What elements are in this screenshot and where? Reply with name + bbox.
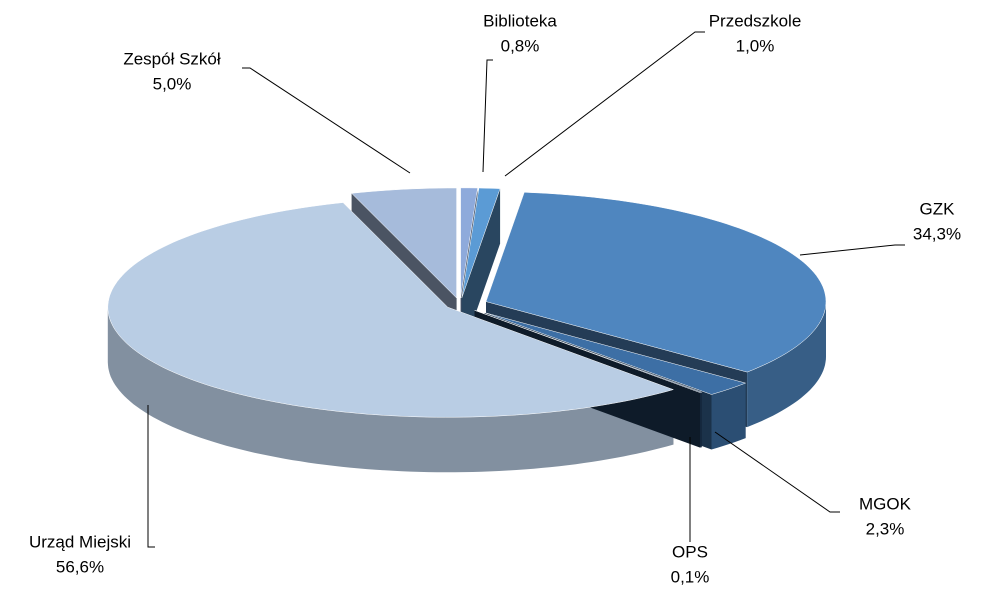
- leader-line: [504, 31, 705, 177]
- slice: [461, 187, 501, 298]
- leader-line: [147, 405, 155, 548]
- slice: [484, 312, 747, 395]
- value-label: 2,3%: [866, 519, 905, 538]
- category-label: MGOK: [859, 494, 912, 513]
- slice-side: [711, 383, 746, 450]
- slice: [474, 310, 703, 393]
- value-label: 5,0%: [153, 74, 192, 93]
- category-label: Zespół Szkół: [123, 49, 221, 68]
- slice: [107, 202, 675, 418]
- slice: [460, 187, 478, 298]
- value-label: 0,1%: [671, 567, 710, 586]
- category-label: Biblioteka: [483, 11, 557, 30]
- leader-line: [242, 67, 411, 174]
- slice-side: [700, 392, 702, 448]
- slice: [351, 187, 457, 299]
- slice-side: [107, 307, 674, 473]
- category-label: Urząd Miejski: [29, 532, 131, 551]
- value-label: 1,0%: [736, 36, 775, 55]
- value-label: 56,6%: [56, 557, 104, 576]
- category-label: GZK: [920, 199, 956, 218]
- slice-cut-face: [461, 188, 501, 353]
- value-label: 34,3%: [913, 224, 961, 243]
- slice: [485, 192, 827, 373]
- category-label: Przedszkole: [709, 11, 802, 30]
- value-label: 0,8%: [501, 36, 540, 55]
- leader-line: [799, 244, 905, 256]
- leader-line: [482, 59, 493, 173]
- leader-line: [714, 431, 840, 513]
- slice-side: [747, 301, 826, 428]
- category-label: OPS: [672, 542, 708, 561]
